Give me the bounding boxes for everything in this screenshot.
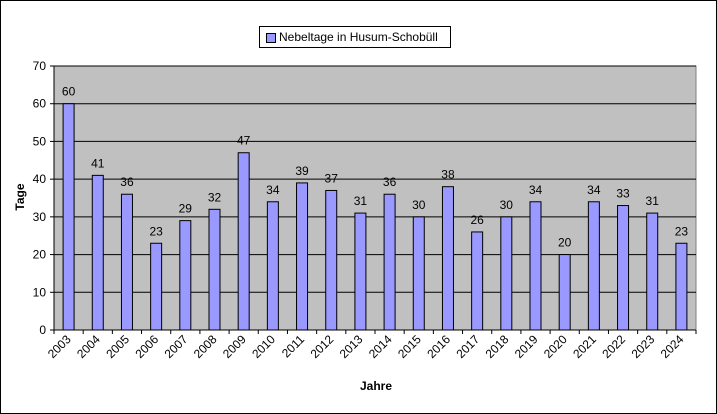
x-tick-label-2022: 2022 xyxy=(599,332,628,361)
data-label-2019: 34 xyxy=(529,183,543,197)
x-tick-label-2007: 2007 xyxy=(162,332,191,361)
bar-2014 xyxy=(383,193,396,331)
x-tick-label-2003: 2003 xyxy=(45,332,74,361)
x-tick-label-2018: 2018 xyxy=(483,332,512,361)
x-tick-label-2020: 2020 xyxy=(541,332,570,361)
legend-label: Nebeltage in Husum-Schobüll xyxy=(279,30,438,44)
data-label-2014: 36 xyxy=(383,175,397,189)
bar-2017 xyxy=(471,231,484,331)
x-tick-label-2015: 2015 xyxy=(395,332,424,361)
x-tick-label-2019: 2019 xyxy=(512,332,541,361)
bar-2003 xyxy=(62,103,75,331)
data-label-2010: 34 xyxy=(266,183,280,197)
data-label-2017: 26 xyxy=(470,213,484,227)
x-tick-label-2011: 2011 xyxy=(279,332,307,360)
data-label-2003: 60 xyxy=(62,85,76,99)
legend: Nebeltage in Husum-Schobüll xyxy=(259,26,451,48)
x-tick-label-2013: 2013 xyxy=(337,332,366,361)
bar-2009 xyxy=(237,152,250,331)
x-tick-label-2023: 2023 xyxy=(629,332,658,361)
data-label-2015: 30 xyxy=(412,198,426,212)
data-label-2024: 23 xyxy=(675,224,689,238)
y-tick-label: 10 xyxy=(33,285,47,299)
x-tick-label-2012: 2012 xyxy=(308,332,337,361)
x-tick-label-2006: 2006 xyxy=(132,332,161,361)
y-tick-label: 60 xyxy=(33,97,47,111)
x-tick-label-2009: 2009 xyxy=(220,332,249,361)
bar-2019 xyxy=(529,201,542,331)
bar-2016 xyxy=(441,186,454,331)
data-label-2018: 30 xyxy=(500,198,514,212)
bar-2018 xyxy=(500,216,513,331)
bar-2024 xyxy=(675,242,688,331)
y-tick-label: 30 xyxy=(33,210,47,224)
bar-2005 xyxy=(120,193,133,331)
data-label-2011: 39 xyxy=(295,164,309,178)
bar-2010 xyxy=(266,201,279,331)
data-label-2007: 29 xyxy=(179,202,193,216)
y-tick-label: 50 xyxy=(33,134,47,148)
x-axis-title: Jahre xyxy=(359,379,393,393)
y-tick-label: 40 xyxy=(33,172,47,186)
data-label-2023: 31 xyxy=(646,194,660,208)
bar-2011 xyxy=(296,182,309,331)
x-tick-label-2014: 2014 xyxy=(366,332,395,361)
bar-2006 xyxy=(150,242,163,331)
bar-2007 xyxy=(179,220,192,331)
data-label-2013: 31 xyxy=(354,194,368,208)
data-label-2008: 32 xyxy=(208,190,222,204)
data-label-2020: 20 xyxy=(558,236,572,250)
bar-2004 xyxy=(91,174,104,331)
bar-2023 xyxy=(646,212,659,331)
data-labels: 60 41 36 23 29 32 47 34 39 37 31 36 30 38 26 30 34 20 34 33… xyxy=(62,85,688,250)
x-tick-label-2017: 2017 xyxy=(453,332,482,361)
bar-2022 xyxy=(617,205,630,331)
data-label-2004: 41 xyxy=(91,156,105,170)
x-tick-label-2008: 2008 xyxy=(191,332,220,361)
y-axis-title: Tage xyxy=(13,183,27,211)
bar-2012 xyxy=(325,189,338,331)
y-tick-label: 20 xyxy=(33,248,47,262)
legend-swatch xyxy=(266,33,276,43)
x-tick-label-2005: 2005 xyxy=(103,332,132,361)
bar-2021 xyxy=(587,201,600,331)
data-label-2009: 47 xyxy=(237,134,251,148)
bar-2013 xyxy=(354,212,367,331)
data-label-2021: 34 xyxy=(587,183,601,197)
data-label-2022: 33 xyxy=(616,187,630,201)
y-tick-label: 70 xyxy=(33,59,47,73)
data-label-2016: 38 xyxy=(441,168,455,182)
bar-2008 xyxy=(208,208,221,331)
x-tick-label-2016: 2016 xyxy=(424,332,453,361)
bar-2020 xyxy=(558,254,571,331)
data-label-2005: 36 xyxy=(120,175,134,189)
data-label-2012: 37 xyxy=(325,171,339,185)
y-tick-label: 0 xyxy=(39,323,46,337)
x-tick-label-2004: 2004 xyxy=(74,332,103,361)
data-label-2006: 23 xyxy=(149,224,163,238)
x-tick-label-2021: 2021 xyxy=(570,332,599,361)
bar-2015 xyxy=(412,216,425,331)
x-tick-label-2010: 2010 xyxy=(249,332,278,361)
x-tick-label-2024: 2024 xyxy=(658,332,687,361)
